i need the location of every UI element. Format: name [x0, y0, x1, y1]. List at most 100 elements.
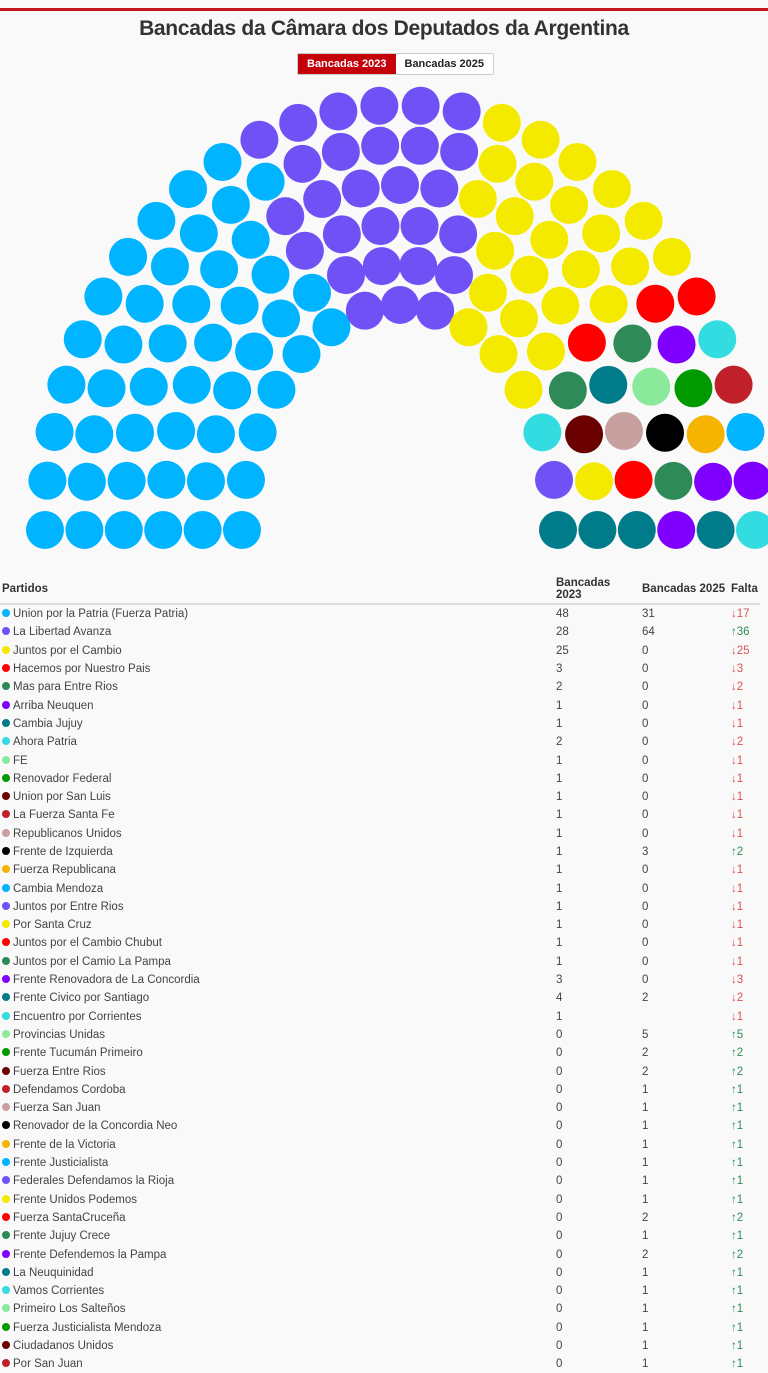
seat[interactable] — [220, 286, 259, 325]
seat[interactable] — [541, 286, 580, 325]
seat[interactable] — [63, 320, 102, 359]
seat[interactable] — [499, 299, 538, 338]
seat[interactable] — [282, 335, 321, 374]
seat[interactable] — [104, 325, 143, 364]
seat[interactable] — [694, 462, 733, 501]
seat[interactable] — [548, 371, 587, 410]
seat[interactable] — [449, 308, 488, 347]
seat[interactable] — [360, 86, 399, 125]
seat[interactable] — [266, 197, 305, 236]
seat[interactable] — [361, 207, 400, 246]
seat[interactable] — [539, 511, 577, 549]
seat[interactable] — [400, 126, 439, 165]
seat[interactable] — [345, 291, 384, 330]
seat[interactable] — [104, 511, 143, 549]
header-falta[interactable]: Falta — [729, 577, 760, 605]
seat[interactable] — [283, 144, 322, 183]
seat[interactable] — [312, 308, 351, 347]
seat[interactable] — [183, 511, 222, 549]
seat[interactable] — [439, 215, 478, 254]
seat[interactable] — [211, 185, 250, 224]
seat[interactable] — [28, 461, 67, 500]
seat[interactable] — [677, 277, 716, 316]
seat[interactable] — [515, 162, 554, 201]
seat[interactable] — [125, 284, 164, 323]
seat[interactable] — [468, 273, 507, 312]
seat[interactable] — [510, 255, 549, 294]
seat[interactable] — [686, 415, 725, 454]
seat[interactable] — [530, 220, 569, 259]
seat[interactable] — [109, 237, 148, 276]
seat[interactable] — [147, 460, 186, 499]
seat[interactable] — [521, 120, 560, 159]
seat[interactable] — [482, 103, 521, 142]
seat[interactable] — [478, 144, 517, 183]
seat[interactable] — [321, 132, 360, 171]
seat[interactable] — [35, 412, 74, 451]
seat[interactable] — [381, 166, 419, 204]
seat[interactable] — [148, 324, 187, 363]
seat[interactable] — [213, 371, 252, 410]
seat[interactable] — [326, 256, 365, 295]
seat[interactable] — [129, 367, 168, 406]
seat[interactable] — [322, 215, 361, 254]
seat[interactable] — [115, 413, 154, 452]
seat[interactable] — [589, 285, 628, 324]
seat[interactable] — [526, 332, 565, 371]
header-bancadas-2023[interactable]: Bancadas 2023 — [554, 577, 640, 605]
seat[interactable] — [578, 511, 617, 549]
seat[interactable] — [632, 367, 671, 406]
seat[interactable] — [652, 237, 691, 276]
seat[interactable] — [613, 324, 652, 363]
seat[interactable] — [238, 413, 277, 452]
seat[interactable] — [657, 325, 696, 364]
seat[interactable] — [646, 413, 685, 452]
seat[interactable] — [200, 250, 239, 289]
seat[interactable] — [624, 201, 663, 240]
seat[interactable] — [636, 284, 675, 323]
toggle-2023-button[interactable]: Bancadas 2023 — [298, 54, 396, 74]
seat[interactable] — [575, 462, 614, 501]
seat[interactable] — [565, 415, 604, 454]
seat[interactable] — [137, 201, 176, 240]
seat[interactable] — [240, 120, 279, 159]
seat[interactable] — [736, 511, 768, 549]
seat[interactable] — [179, 214, 218, 253]
seat[interactable] — [561, 250, 600, 289]
seat[interactable] — [26, 511, 64, 549]
seat[interactable] — [399, 247, 438, 286]
seat[interactable] — [504, 370, 543, 409]
seat[interactable] — [84, 277, 123, 316]
seat[interactable] — [458, 179, 497, 218]
seat[interactable] — [657, 511, 696, 549]
seat[interactable] — [420, 169, 459, 208]
seat[interactable] — [654, 461, 693, 500]
seat[interactable] — [150, 247, 189, 286]
seat[interactable] — [589, 365, 628, 404]
seat[interactable] — [235, 332, 274, 371]
seat[interactable] — [611, 247, 650, 286]
seat[interactable] — [87, 369, 126, 408]
seat[interactable] — [604, 411, 643, 450]
seat[interactable] — [733, 461, 768, 500]
seat[interactable] — [226, 460, 265, 499]
seat[interactable] — [535, 460, 574, 499]
seat[interactable] — [674, 369, 713, 408]
seat[interactable] — [714, 365, 753, 404]
seat[interactable] — [257, 370, 296, 409]
seat[interactable] — [203, 142, 242, 181]
seat[interactable] — [523, 413, 562, 452]
seat[interactable] — [617, 511, 656, 549]
seat[interactable] — [319, 92, 358, 131]
seat[interactable] — [262, 299, 301, 338]
seat[interactable] — [293, 273, 332, 312]
seat[interactable] — [107, 461, 146, 500]
seat[interactable] — [726, 412, 765, 451]
seat[interactable] — [169, 170, 208, 209]
seat[interactable] — [401, 86, 440, 125]
seat[interactable] — [400, 207, 439, 246]
seat[interactable] — [558, 142, 597, 181]
seat[interactable] — [435, 256, 474, 295]
seat[interactable] — [582, 214, 621, 253]
seat[interactable] — [592, 170, 631, 209]
